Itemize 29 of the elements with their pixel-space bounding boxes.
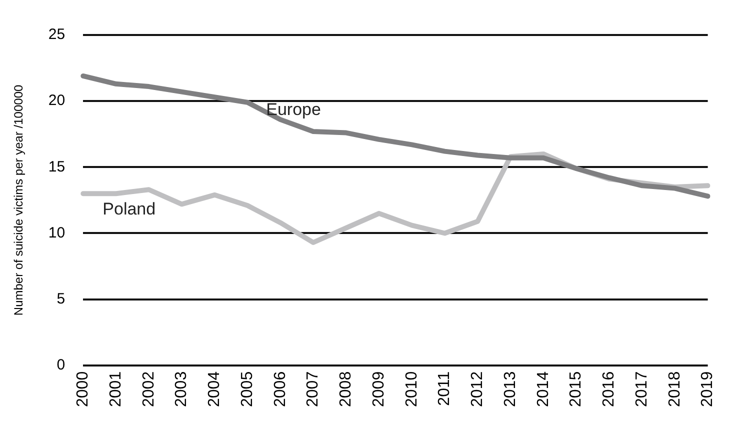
x-tick-label: 2017 — [633, 371, 650, 407]
x-tick-label: 2006 — [272, 371, 289, 407]
x-tick-label: 2000 — [74, 371, 92, 407]
x-tick-label: 2004 — [206, 371, 224, 407]
x-tick-label: 2012 — [469, 371, 486, 407]
x-tick-label: 2018 — [666, 371, 684, 407]
y-tick-label: 5 — [56, 290, 66, 308]
x-tick-label: 2007 — [304, 371, 322, 407]
x-tick-label: 2005 — [238, 371, 256, 407]
series-label: Poland — [102, 200, 156, 219]
y-tick-label: 20 — [48, 92, 66, 110]
y-tick-label: 0 — [56, 356, 66, 374]
x-tick-label: 2016 — [600, 371, 618, 407]
x-tick-label: 2003 — [173, 371, 190, 407]
x-tick-label: 2014 — [534, 371, 552, 407]
x-tick-label: 2009 — [370, 371, 388, 407]
x-tick-label: 2011 — [436, 371, 454, 406]
x-tick-label: 2015 — [568, 371, 585, 407]
y-axis-title: Number of suicide victims per year /100000 — [12, 84, 26, 316]
x-tick-label: 2002 — [140, 371, 158, 407]
x-tick-label: 2019 — [699, 371, 716, 407]
x-tick-label: 2001 — [107, 371, 124, 407]
y-tick-label: 25 — [48, 26, 66, 44]
y-tick-label: 10 — [48, 224, 66, 242]
x-tick-label: 2013 — [502, 371, 519, 407]
x-tick-label: 2010 — [403, 371, 420, 407]
x-tick-label: 2008 — [338, 371, 355, 407]
series-label: Europe — [266, 100, 321, 120]
y-tick-label: 15 — [48, 158, 66, 176]
